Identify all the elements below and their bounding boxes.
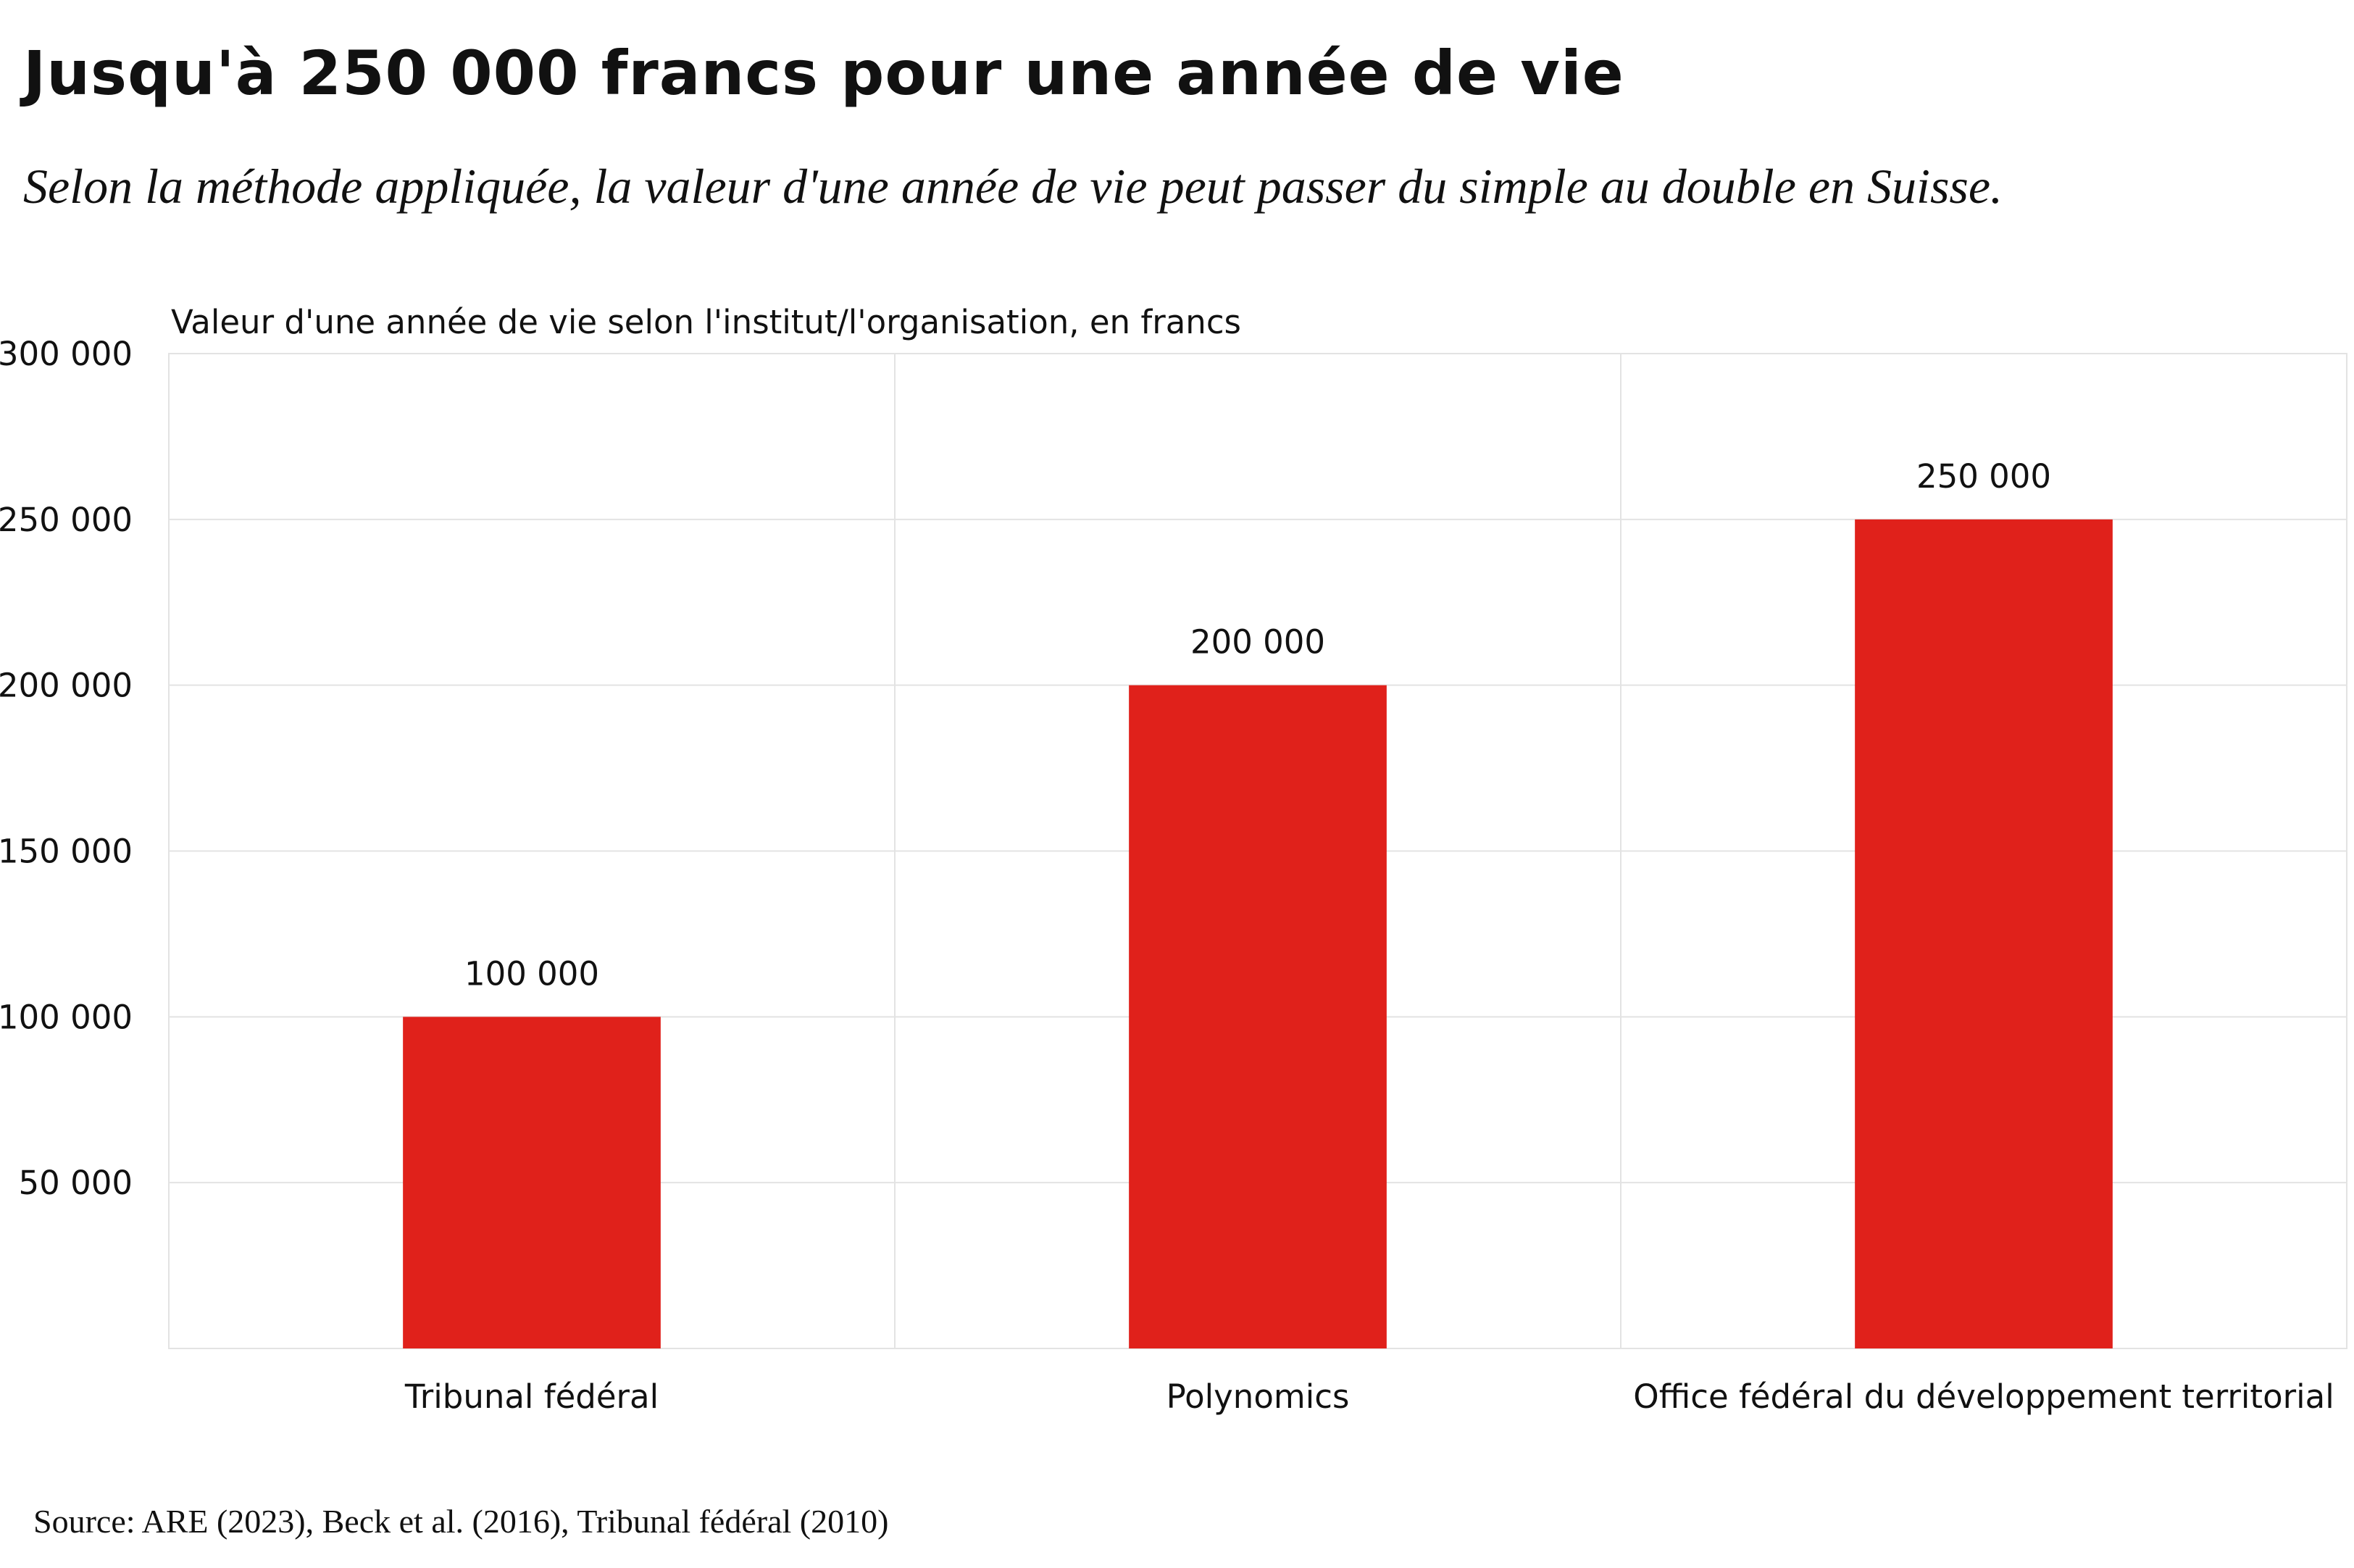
data-label: 250 000 [1916, 457, 2051, 496]
data-label: 200 000 [1190, 623, 1325, 662]
source-note: Source: ARE (2023), Beck et al. (2016), … [33, 1503, 889, 1540]
data-label: 100 000 [464, 954, 599, 993]
y-tick-label: 250 000 [0, 501, 133, 539]
y-tick-label: 200 000 [0, 667, 133, 705]
bars [403, 519, 2113, 1349]
y-tick-label: 50 000 [19, 1164, 133, 1202]
y-axis-label: Valeur d'une année de vie selon l'instit… [171, 303, 1242, 341]
y-tick-labels: 50 000 100 000 150 000 200 000 250 000 300 00… [0, 335, 133, 1202]
x-tick-labels: Tribunal fédéral Polynomics Office fédéral… [404, 1377, 2334, 1416]
bar [1129, 685, 1387, 1348]
bar [403, 1017, 661, 1348]
x-tick-label: Tribunal fédéral [404, 1377, 659, 1416]
data-labels: 100 000 200 000 250 000 [464, 457, 2051, 993]
chart-subtitle: Selon la méthode appliquée, la valeur d'… [23, 159, 2003, 214]
y-tick-label: 300 000 [0, 335, 133, 373]
y-tick-label: 150 000 [0, 833, 133, 871]
chart-title: Jusqu'à 250 000 francs pour une année de… [23, 38, 1624, 109]
x-tick-label: Polynomics [1166, 1377, 1350, 1416]
bar [1855, 519, 2113, 1349]
x-tick-label: Office fédéral du développement territor… [1633, 1377, 2334, 1416]
y-tick-label: 100 000 [0, 998, 133, 1036]
